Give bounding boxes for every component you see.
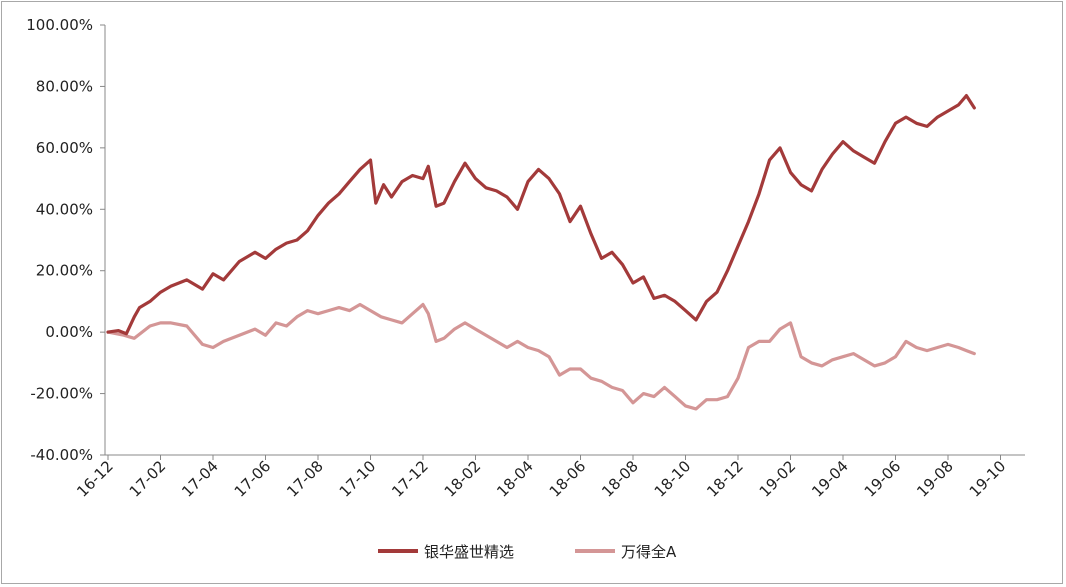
y-tick-label: 80.00% xyxy=(36,77,93,95)
legend-label-0: 银华盛世精选 xyxy=(424,543,514,561)
x-tick-label: 18-12 xyxy=(703,457,747,501)
x-tick-label: 18-10 xyxy=(651,457,695,501)
series-line-0 xyxy=(106,94,976,336)
legend-label-1: 万得全A xyxy=(621,543,677,561)
y-tick-label: 60.00% xyxy=(36,139,93,157)
x-tick-label: 17-04 xyxy=(178,457,222,501)
x-tick-label: 18-04 xyxy=(493,457,537,501)
x-tick-label: 17-06 xyxy=(231,457,275,501)
x-tick-label: 18-08 xyxy=(598,457,642,501)
y-tick-label: -20.00% xyxy=(30,385,93,403)
x-tick-label: 17-02 xyxy=(126,457,170,501)
x-tick-label: 17-08 xyxy=(283,457,327,501)
x-tick-label: 17-10 xyxy=(336,457,380,501)
x-tick-label: 17-12 xyxy=(388,457,432,501)
y-tick-label: 0.00% xyxy=(45,323,93,341)
x-tick-label: 19-02 xyxy=(756,457,800,501)
y-tick-label: 40.00% xyxy=(36,200,93,218)
x-tick-label: 19-10 xyxy=(966,457,1010,501)
y-tick-label: 20.00% xyxy=(36,262,93,280)
series-line-1 xyxy=(106,302,976,411)
y-tick-label: -40.00% xyxy=(30,446,93,464)
x-tick-label: 18-02 xyxy=(441,457,485,501)
x-tick-label: 18-06 xyxy=(546,457,590,501)
x-tick-label: 19-06 xyxy=(861,457,905,501)
y-tick-label: 100.00% xyxy=(26,16,93,34)
x-tick-label: 19-04 xyxy=(808,457,852,501)
x-tick-label: 19-08 xyxy=(913,457,957,501)
